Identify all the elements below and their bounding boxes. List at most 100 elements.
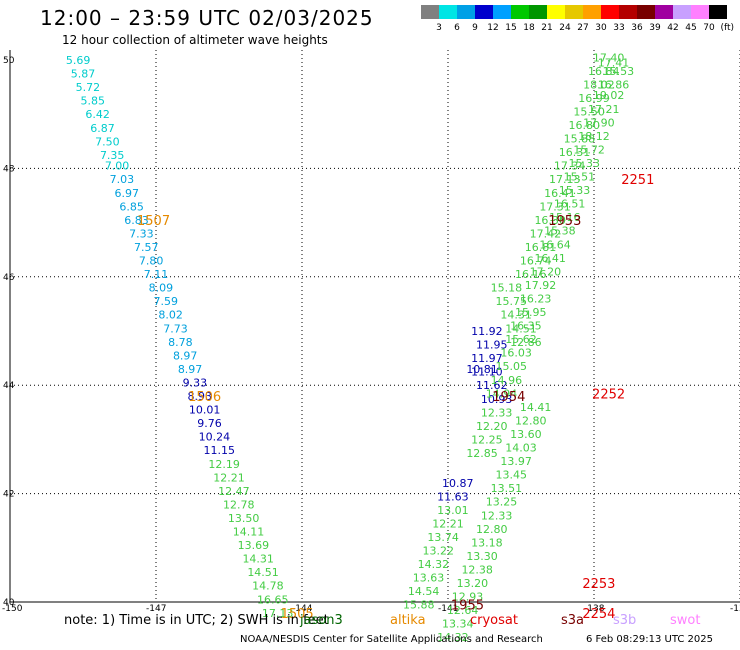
wave-height-label: 16.35 — [510, 320, 542, 333]
wave-height-label: 10.24 — [199, 431, 231, 444]
satellite-cryosat: cryosat — [470, 613, 518, 628]
wave-height-label: 12.78 — [223, 498, 255, 511]
legend-label: 70 — [703, 23, 715, 32]
wave-height-label: 7.80 — [139, 255, 164, 268]
wave-height-label: 17.40 — [593, 51, 625, 64]
legend-swatch — [475, 5, 493, 19]
wave-height-label: 15.53 — [603, 65, 635, 78]
wave-height-label: 18.02 — [583, 78, 615, 91]
wave-height-label: 12.33 — [481, 406, 513, 419]
wave-height-label: 14.51 — [247, 566, 279, 579]
wave-height-label: 15.18 — [491, 282, 523, 295]
wave-height-label: 12.19 — [208, 458, 240, 471]
wave-height-label: 16.81 — [525, 241, 557, 254]
wave-height-label: 10.87 — [442, 477, 474, 490]
wave-height-label: 15.95 — [515, 306, 547, 319]
legend-label: 42 — [667, 23, 678, 32]
legend-label: 15 — [505, 23, 516, 32]
legend-label: 24 — [559, 23, 571, 32]
lon-tick-label: -141 — [438, 604, 458, 614]
wave-height-label: 13.97 — [500, 455, 532, 468]
lat-tick-label: 46 — [3, 273, 15, 283]
lat-tick-label: 48 — [3, 164, 15, 174]
legend-swatch — [709, 5, 727, 19]
pass-time-label: 2253 — [582, 577, 615, 592]
wave-height-label: 14.32 — [437, 631, 469, 644]
satellite-swot: swot — [670, 613, 701, 628]
legend-label: 27 — [577, 23, 588, 32]
wave-height-label: 14.11 — [233, 526, 265, 539]
wave-height-label: 13.20 — [457, 577, 489, 590]
legend-label: 12 — [487, 23, 498, 32]
legend-label: 30 — [595, 23, 607, 32]
wave-height-label: 7.35 — [100, 149, 125, 162]
color-legend: 3 6 9 12 15 18 21 24 27 30 33 36 39 42 45 70 (ft) — [421, 5, 734, 32]
satellite-jason3: jason3 — [300, 613, 343, 628]
page-title: 12:00 – 23:59 UTC 02/03/2025 — [40, 6, 374, 30]
wave-height-label: 7.00 — [105, 160, 130, 173]
wave-height-label: 11.95 — [476, 339, 508, 352]
wave-height-label: 13.63 — [413, 572, 445, 585]
wave-height-label: 17.41 — [598, 57, 630, 70]
pass-time-label: 1506 — [188, 390, 221, 405]
wave-height-label: 12.85 — [466, 447, 498, 460]
wave-height-label: 7.11 — [144, 268, 169, 281]
lon-tick-label: -144 — [292, 604, 313, 614]
wave-height-label: 19.02 — [593, 89, 625, 102]
wave-height-label: 14.96 — [491, 374, 523, 387]
legend-label: 9 — [472, 23, 478, 32]
wave-height-label: 13.69 — [238, 539, 270, 552]
wave-height-label: 13.25 — [486, 496, 518, 509]
legend-label: 33 — [613, 23, 624, 32]
legend-swatch — [583, 5, 601, 19]
wave-height-label: 15.50 — [573, 105, 605, 118]
wave-height-label: 16.41 — [534, 252, 566, 265]
wave-height-label: 15.88 — [564, 133, 596, 146]
wave-height-label: 13.45 — [496, 469, 528, 482]
legend-swatch — [493, 5, 511, 19]
wave-height-label: 16.84 — [588, 65, 620, 78]
pass-time-label: 1953 — [548, 214, 581, 229]
wave-height-label: 17.20 — [530, 265, 562, 278]
wave-height-label: 16.64 — [539, 238, 571, 251]
wave-height-label: 16.51 — [554, 198, 586, 211]
legend-swatch — [673, 5, 691, 19]
satellite-s3b: s3b — [613, 613, 637, 628]
wave-height-label: 10.93 — [481, 393, 513, 406]
wave-height-label: 12.21 — [432, 517, 464, 530]
wave-height-label: 13.22 — [423, 545, 455, 558]
wave-height-label: 16.86 — [598, 78, 630, 91]
wave-height-label: 17.13 — [549, 173, 581, 186]
wave-height-label: 8.93 — [188, 390, 213, 403]
wave-height-label: 8.97 — [178, 363, 203, 376]
wave-height-label: 17.13 — [262, 607, 294, 620]
wave-height-label: 10.81 — [466, 363, 498, 376]
wave-height-label: 7.33 — [129, 227, 154, 240]
wave-height-label: 13.51 — [491, 482, 523, 495]
wave-height-label: 5.85 — [80, 95, 105, 108]
wave-height-label: 7.57 — [134, 241, 159, 254]
wave-height-label: 7.50 — [95, 135, 120, 148]
wave-height-label: 7.03 — [110, 173, 135, 186]
legend-swatch — [565, 5, 583, 19]
wave-height-label: 13.01 — [437, 504, 469, 517]
wave-height-label: 17.34 — [554, 160, 586, 173]
wave-height-label: 15.51 — [564, 171, 596, 184]
wave-height-label: 13.74 — [427, 531, 459, 544]
wave-height-label: 12.47 — [218, 485, 250, 498]
wave-height-label: 14.54 — [408, 585, 440, 598]
wave-height-label: 15.16 — [549, 211, 581, 224]
lon-tick-label: -147 — [146, 604, 166, 614]
wave-height-label: 5.87 — [71, 68, 96, 81]
wave-height-label: 8.97 — [173, 349, 198, 362]
pass-time-label: 1955 — [451, 599, 484, 614]
pass-time-label: 2251 — [621, 173, 654, 188]
wave-height-label: 5.72 — [76, 81, 101, 94]
legend-swatch — [421, 5, 439, 19]
note-text: note: 1) Time is in UTC; 2) SWH is in fe… — [64, 613, 329, 628]
wave-height-label: 16.99 — [578, 92, 610, 105]
pass-time-label: 2252 — [592, 387, 625, 402]
wave-height-label: 15.33 — [569, 157, 601, 170]
pass-time-label: 2254 — [582, 607, 615, 622]
